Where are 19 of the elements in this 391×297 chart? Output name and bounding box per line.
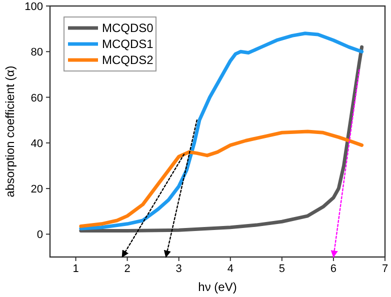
x-tick-label: 1 xyxy=(72,263,79,275)
legend-label: MCQDS2 xyxy=(102,53,154,67)
legend-label: MCQDS1 xyxy=(102,37,154,51)
y-tick-label: 20 xyxy=(30,184,43,196)
y-tick-label: 0 xyxy=(36,229,43,242)
x-tick-label: 3 xyxy=(176,263,182,275)
y-tick-label: 60 xyxy=(30,92,43,104)
legend-label: MCQDS0 xyxy=(102,21,154,35)
line-series xyxy=(79,130,364,228)
y-tick-label: 100 xyxy=(24,1,43,13)
x-tick-label: 7 xyxy=(382,263,388,275)
y-tick-label: 80 xyxy=(30,46,43,59)
y-axis-title: absorption coefficient (α) xyxy=(3,66,17,198)
x-tick-label: 4 xyxy=(227,263,234,275)
x-tick-label: 5 xyxy=(278,263,285,275)
x-tick-label: 6 xyxy=(330,263,337,275)
y-tick-label: 40 xyxy=(30,138,43,150)
x-tick-label: 2 xyxy=(124,263,130,275)
x-axis-title: hν (eV) xyxy=(198,280,237,294)
